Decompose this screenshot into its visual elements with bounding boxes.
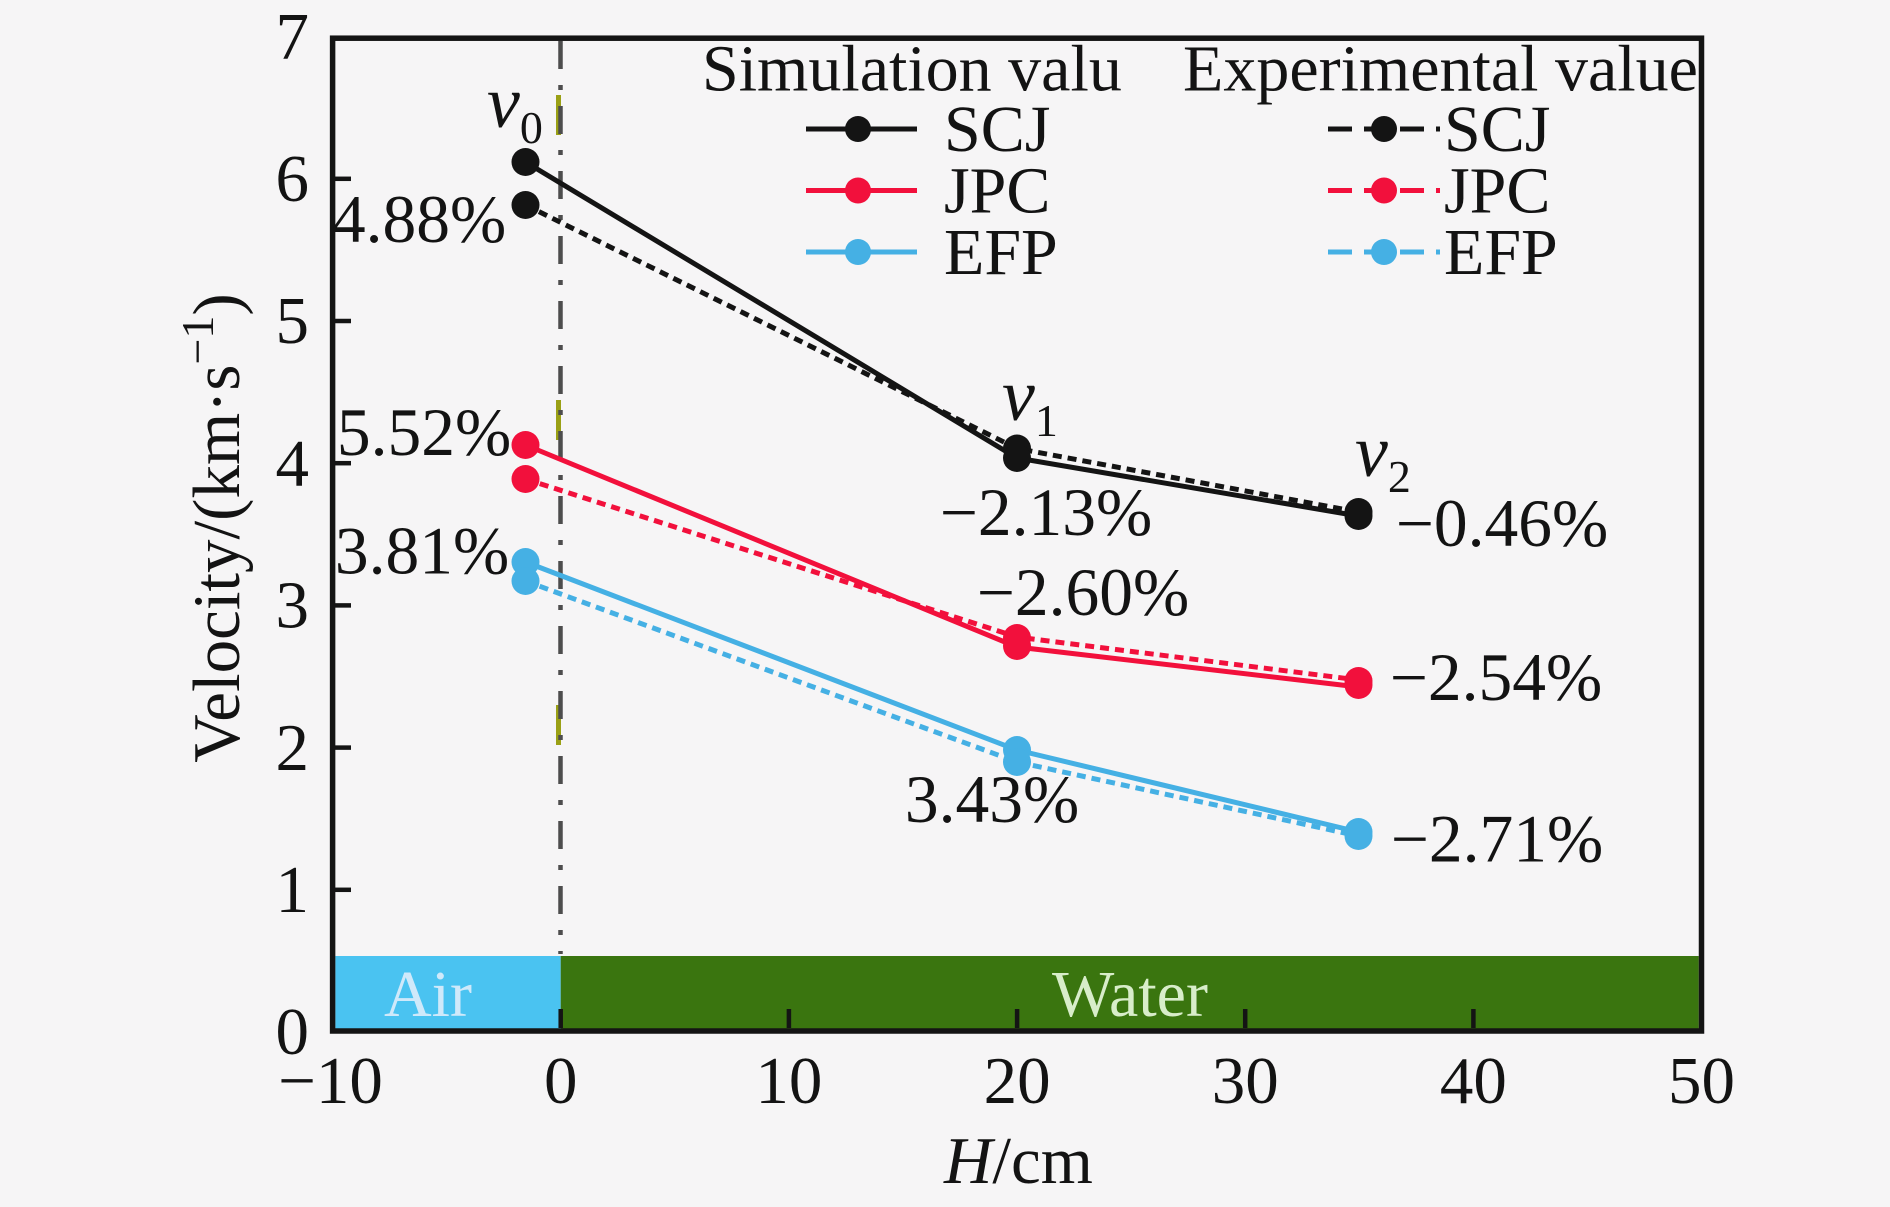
svg-text:Water: Water: [1052, 958, 1208, 1031]
svg-text:1: 1: [276, 853, 310, 927]
svg-text:40: 40: [1440, 1044, 1507, 1118]
svg-text:SCJ: SCJ: [944, 93, 1050, 166]
svg-text:4: 4: [276, 426, 310, 500]
svg-text:EFP: EFP: [1444, 216, 1558, 289]
svg-text:−2.71%: −2.71%: [1391, 802, 1603, 877]
svg-text:5: 5: [276, 284, 310, 358]
svg-text:7: 7: [276, 0, 310, 74]
svg-text:30: 30: [1212, 1044, 1279, 1118]
svg-text:Simulation valu: Simulation valu: [702, 33, 1122, 106]
svg-text:0: 0: [276, 995, 310, 1069]
svg-text:20: 20: [984, 1044, 1051, 1118]
svg-text:2: 2: [276, 711, 310, 785]
svg-text:−2.13%: −2.13%: [940, 475, 1152, 550]
svg-text:−10: −10: [278, 1044, 383, 1118]
svg-text:−2.60%: −2.60%: [977, 555, 1189, 630]
svg-text:3.43%: 3.43%: [905, 762, 1079, 837]
svg-text:6: 6: [276, 142, 310, 216]
svg-text:JPC: JPC: [1444, 155, 1550, 228]
svg-text:−2.54%: −2.54%: [1390, 640, 1602, 715]
svg-text:3: 3: [276, 569, 310, 643]
svg-text:Air: Air: [384, 958, 472, 1031]
svg-text:5.52%: 5.52%: [337, 395, 511, 470]
svg-text:JPC: JPC: [944, 155, 1050, 228]
svg-text:H/cm: H/cm: [943, 1124, 1093, 1198]
svg-text:50: 50: [1668, 1044, 1735, 1118]
svg-text:Velocity/(km·s−1): Velocity/(km·s−1): [172, 293, 254, 762]
svg-text:SCJ: SCJ: [1444, 93, 1550, 166]
svg-text:EFP: EFP: [944, 216, 1058, 289]
svg-text:4.88%: 4.88%: [332, 182, 506, 257]
svg-text:v0: v0: [487, 62, 543, 153]
svg-text:3.81%: 3.81%: [335, 514, 509, 589]
svg-text:Experimental value: Experimental value: [1183, 33, 1698, 106]
svg-text:0: 0: [544, 1044, 578, 1118]
svg-text:10: 10: [755, 1044, 822, 1118]
svg-text:−0.46%: −0.46%: [1396, 486, 1608, 561]
